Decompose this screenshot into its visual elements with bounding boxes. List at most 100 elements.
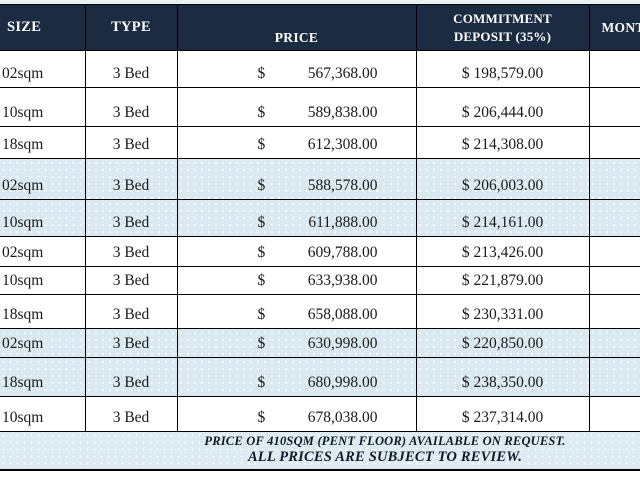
table-row: 10sqm 3 Bed $633,938.00 $ 221,879.00 xyxy=(0,266,640,295)
monthly-cell xyxy=(588,266,640,295)
price-cell: $588,578.00 xyxy=(176,158,417,200)
size-cell: 10sqm xyxy=(0,396,86,432)
monthly-cell xyxy=(588,199,640,237)
type-cell: 3 Bed xyxy=(84,199,178,237)
monthly-cell xyxy=(588,50,640,88)
deposit-cell: $ 237,314.00 xyxy=(415,396,590,432)
currency-symbol: $ xyxy=(257,244,266,261)
size-cell: 10sqm xyxy=(0,87,86,127)
monthly-cell xyxy=(588,236,640,267)
price-cell: $630,998.00 xyxy=(176,328,417,358)
type-cell: 3 Bed xyxy=(84,50,178,88)
monthly-cell xyxy=(588,87,640,127)
deposit-cell: $ 214,308.00 xyxy=(415,126,590,159)
monthly-cell xyxy=(588,126,640,159)
currency-symbol: $ xyxy=(257,214,266,231)
price-amount: 658,088.00 xyxy=(307,306,378,323)
size-cell: 10sqm xyxy=(0,266,86,295)
deposit-cell: $ 214,161.00 xyxy=(415,199,590,237)
currency-symbol: $ xyxy=(257,272,266,289)
deposit-cell: $ 230,331.00 xyxy=(415,294,590,329)
size-cell: 18sqm xyxy=(0,126,86,159)
type-cell: 3 Bed xyxy=(84,357,178,397)
price-amount: 611,888.00 xyxy=(308,214,378,231)
column-header-monthly-truncated: MONT xyxy=(588,4,640,51)
deposit-cell: $ 198,579.00 xyxy=(415,50,590,88)
type-cell: 3 Bed xyxy=(84,328,178,358)
type-cell: 3 Bed xyxy=(84,236,178,267)
footer-line-prices-review: ALL PRICES ARE SUBJECT TO REVIEW. xyxy=(247,449,523,465)
table-header: SIZE TYPE PRICE COMMITMENT DEPOSIT (35%)… xyxy=(0,4,640,51)
size-cell: 02sqm xyxy=(0,50,86,88)
footer-line-pent-floor: PRICE OF 410SQM (PENT FLOOR) AVAILABLE O… xyxy=(204,434,566,448)
table-row: 18sqm 3 Bed $658,088.00 $ 230,331.00 xyxy=(0,294,640,329)
table-row: 10sqm 3 Bed $589,838.00 $ 206,444.00 xyxy=(0,87,640,127)
table-row: 10sqm 3 Bed $678,038.00 $ 237,314.00 xyxy=(0,396,640,432)
table-row: 18sqm 3 Bed $612,308.00 $ 214,308.00 xyxy=(0,126,640,159)
monthly-cell xyxy=(588,294,640,329)
price-amount: 633,938.00 xyxy=(307,272,378,289)
price-table: SIZE TYPE PRICE COMMITMENT DEPOSIT (35%)… xyxy=(0,4,640,432)
type-cell: 3 Bed xyxy=(84,294,178,329)
price-cell: $680,998.00 xyxy=(176,357,417,397)
currency-symbol: $ xyxy=(257,335,266,352)
deposit-cell: $ 220,850.00 xyxy=(415,328,590,358)
size-cell: 10sqm xyxy=(0,199,86,237)
deposit-cell: $ 221,879.00 xyxy=(415,266,590,295)
price-amount: 630,998.00 xyxy=(307,335,378,352)
table-row: 02sqm 3 Bed $609,788.00 $ 213,426.00 xyxy=(0,236,640,267)
monthly-cell xyxy=(588,158,640,200)
price-cell: $589,838.00 xyxy=(176,87,417,127)
price-amount: 588,578.00 xyxy=(307,177,378,194)
table-row: 02sqm 3 Bed $588,578.00 $ 206,003.00 xyxy=(0,158,640,200)
column-header-price: PRICE xyxy=(176,4,417,51)
size-cell: 02sqm xyxy=(0,328,86,358)
type-cell: 3 Bed xyxy=(84,126,178,159)
price-amount: 678,038.00 xyxy=(307,409,378,426)
table-row: 02sqm 3 Bed $630,998.00 $ 220,850.00 xyxy=(0,328,640,358)
monthly-cell xyxy=(588,357,640,397)
price-amount: 680,998.00 xyxy=(307,374,378,391)
table-body: 02sqm 3 Bed $567,368.00 $ 198,579.00 10s… xyxy=(0,50,640,432)
price-amount: 567,368.00 xyxy=(307,65,378,82)
monthly-cell xyxy=(588,396,640,432)
currency-symbol: $ xyxy=(257,136,266,153)
table-row: 10sqm 3 Bed $611,888.00 $ 214,161.00 xyxy=(0,199,640,237)
price-cell: $633,938.00 xyxy=(176,266,417,295)
size-cell: 02sqm xyxy=(0,236,86,267)
currency-symbol: $ xyxy=(257,409,266,426)
type-cell: 3 Bed xyxy=(84,87,178,127)
currency-symbol: $ xyxy=(257,65,266,82)
price-cell: $567,368.00 xyxy=(176,50,417,88)
monthly-cell xyxy=(588,328,640,358)
deposit-cell: $ 238,350.00 xyxy=(415,357,590,397)
price-cell: $612,308.00 xyxy=(176,126,417,159)
column-header-size: SIZE xyxy=(0,4,86,51)
price-amount: 612,308.00 xyxy=(307,136,378,153)
currency-symbol: $ xyxy=(257,374,266,391)
deposit-cell: $ 206,444.00 xyxy=(415,87,590,127)
price-cell: $678,038.00 xyxy=(176,396,417,432)
table-row: 02sqm 3 Bed $567,368.00 $ 198,579.00 xyxy=(0,50,640,88)
type-cell: 3 Bed xyxy=(84,396,178,432)
footer-note: PRICE OF 410SQM (PENT FLOOR) AVAILABLE O… xyxy=(0,432,640,471)
currency-symbol: $ xyxy=(257,177,266,194)
price-amount: 589,838.00 xyxy=(307,104,378,121)
currency-symbol: $ xyxy=(257,306,266,323)
size-cell: 18sqm xyxy=(0,294,86,329)
size-cell: 18sqm xyxy=(0,357,86,397)
deposit-cell: $ 213,426.00 xyxy=(415,236,590,267)
type-cell: 3 Bed xyxy=(84,158,178,200)
price-cell: $658,088.00 xyxy=(176,294,417,329)
price-cell: $611,888.00 xyxy=(176,199,417,237)
price-amount: 609,788.00 xyxy=(307,244,378,261)
type-cell: 3 Bed xyxy=(84,266,178,295)
column-header-commitment-deposit: COMMITMENT DEPOSIT (35%) xyxy=(415,4,590,51)
table-row: 18sqm 3 Bed $680,998.00 $ 238,350.00 xyxy=(0,357,640,397)
column-header-type: TYPE xyxy=(84,4,178,51)
size-cell: 02sqm xyxy=(0,158,86,200)
top-strip xyxy=(0,0,640,4)
deposit-cell: $ 206,003.00 xyxy=(415,158,590,200)
price-cell: $609,788.00 xyxy=(176,236,417,267)
